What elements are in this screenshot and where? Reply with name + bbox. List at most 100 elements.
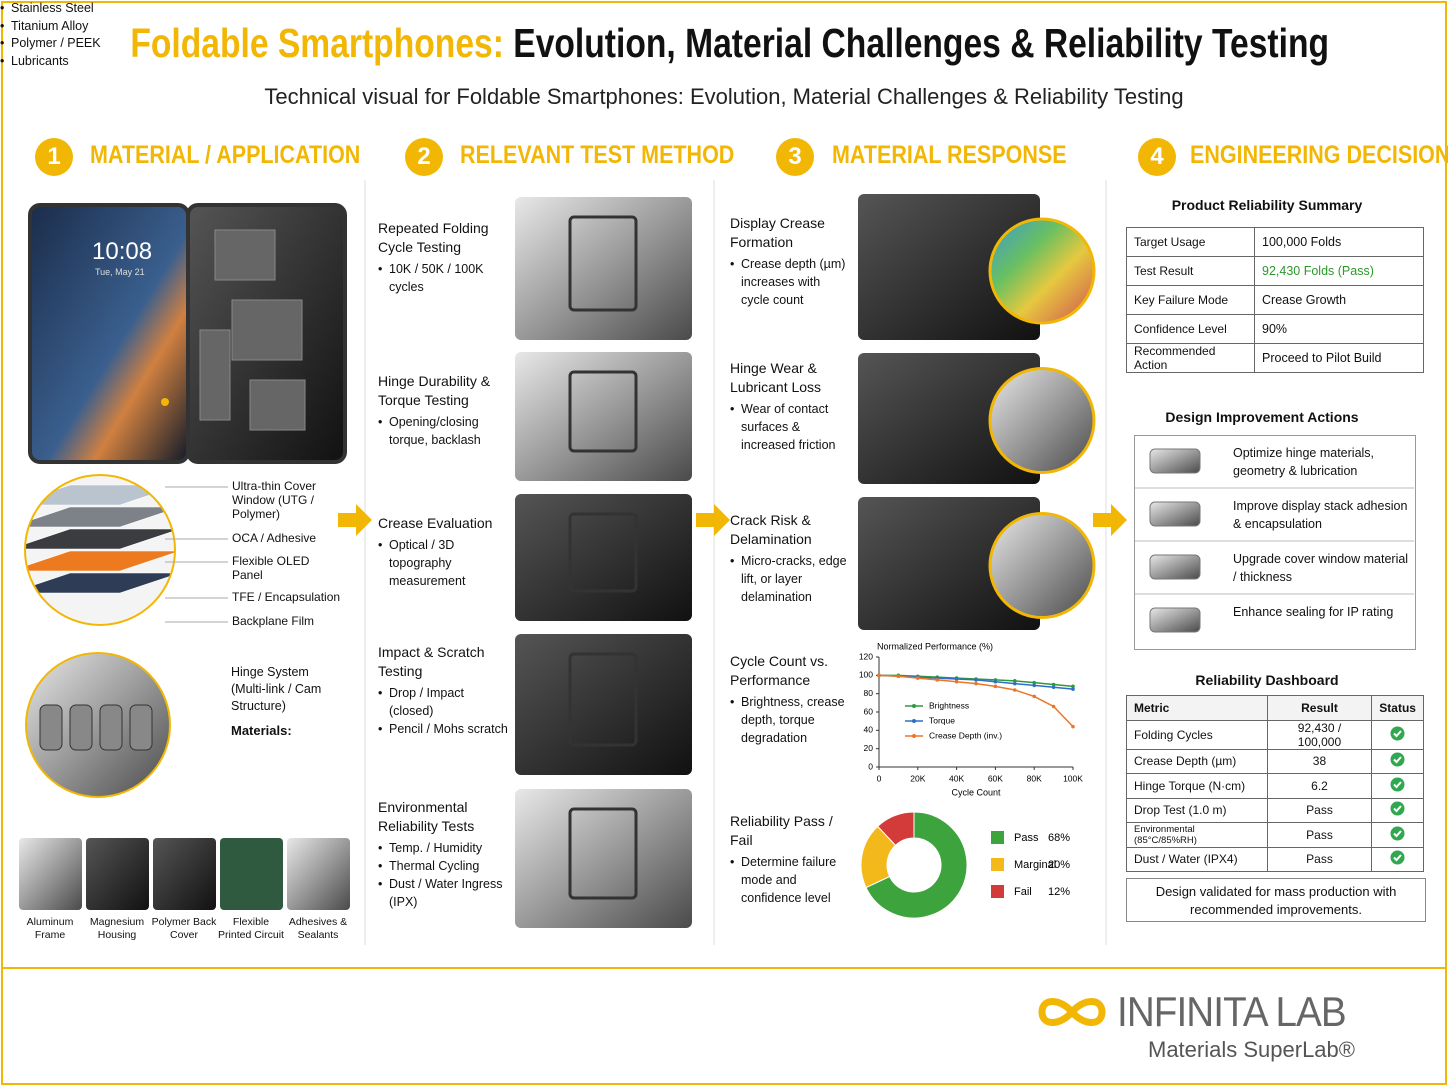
- summary-cell: Test Result: [1126, 256, 1255, 286]
- legend-swatch: [991, 831, 1004, 844]
- point: [1032, 694, 1036, 699]
- dashboard-title: Reliability Dashboard: [1195, 672, 1339, 688]
- summary-row: Test Result 92,430 Folds (Pass): [1126, 256, 1424, 286]
- point: [896, 674, 901, 679]
- action-text: Improve display stack adhesion & encapsu…: [1233, 499, 1408, 531]
- text-block: Crease Evaluation Optical / 3D topography…: [378, 514, 508, 590]
- bullet-list: Determine failure mode and confidence le…: [730, 853, 848, 907]
- test-image: [515, 197, 692, 340]
- point: [1013, 688, 1017, 692]
- materials-heading: Materials:: [231, 723, 292, 738]
- step-number: 2: [405, 138, 443, 176]
- status-cell: [1371, 822, 1424, 848]
- dashboard-row: Folding Cycles 92,430 / 100,000: [1126, 719, 1424, 750]
- hinge-gear: [129, 704, 153, 751]
- dashboard-header: Metric Result Status: [1126, 695, 1424, 721]
- summary-table: Target Usage 100,000 Folds Test Result 92,4…: [1126, 227, 1424, 373]
- action-text: Upgrade cover window material / thicknes…: [1233, 552, 1409, 584]
- text-block: Impact & Scratch Testing Drop / Impact (c…: [378, 643, 508, 738]
- material-item: Titanium Alloy: [0, 18, 1448, 36]
- layer: [25, 572, 175, 594]
- dashboard-row: Environmental (85°C/85%RH) Pass: [1126, 822, 1424, 848]
- test-fixture: [568, 512, 638, 593]
- hinge-gear: [99, 704, 123, 751]
- bullet-list: Temp. / HumidityThermal CyclingDust / Wa…: [378, 839, 508, 911]
- legend-dot: [912, 734, 916, 738]
- summary-cell: Key Failure Mode: [1126, 285, 1255, 315]
- hinge-gear: [39, 704, 63, 751]
- component-image: [153, 838, 216, 910]
- legend-label: Crease Depth (inv.): [929, 730, 1002, 740]
- y-tick-label: 60: [864, 706, 874, 716]
- text-block: Crack Risk & Delamination Micro-cracks, e…: [730, 511, 848, 606]
- dashboard-cell: 6.2: [1266, 773, 1373, 799]
- text-block: Display Crease Formation Crease depth (µm…: [730, 214, 848, 309]
- x-axis-label: Cycle Count: [951, 787, 1001, 797]
- dashboard-cell: Pass: [1266, 846, 1373, 872]
- point: [1071, 684, 1075, 689]
- legend-swatch: [991, 858, 1004, 871]
- x-tick-label: 0: [877, 773, 882, 783]
- status-cell: [1371, 719, 1424, 750]
- check-icon: [1390, 777, 1405, 792]
- text-block: Environmental Reliability Tests Temp. / H…: [378, 798, 508, 911]
- layer-label: Flexible OLED Panel: [232, 554, 310, 582]
- test-image: [515, 789, 692, 928]
- test-fixture: [568, 807, 638, 900]
- legend-label: Marginal: [1014, 859, 1056, 871]
- phone-time: 10:08: [92, 238, 153, 265]
- zoom-ring: [988, 217, 1096, 325]
- x-tick-label: 20K: [910, 773, 925, 783]
- bullet-list: Opening/closing torque, backlash: [378, 413, 508, 449]
- bullet-list: Optical / 3D topography measurement: [378, 536, 508, 590]
- y-tick-label: 120: [859, 651, 873, 661]
- y-tick-label: 40: [864, 725, 874, 735]
- status-cell: [1371, 797, 1424, 823]
- phone-part: [231, 299, 303, 361]
- dashboard-header-cell: Status: [1371, 695, 1424, 721]
- response-image: [858, 194, 1040, 340]
- test-image: [515, 494, 692, 621]
- point: [993, 679, 998, 684]
- block-title: Hinge Wear & Lubricant Loss: [730, 360, 822, 395]
- point: [1051, 704, 1056, 709]
- logo-tagline: Materials SuperLab®: [1148, 1037, 1355, 1062]
- legend-label: Brightness: [929, 700, 969, 710]
- dashboard-table: Metric Result Status Folding Cycles 92,430 /…: [1126, 695, 1424, 872]
- action-icon: [1149, 607, 1201, 633]
- summary-cell: Crease Growth: [1254, 285, 1424, 315]
- text-block: Cycle Count vs. Performance Brightness, c…: [730, 652, 848, 747]
- pie-slice: [877, 811, 915, 847]
- action-icon: [1149, 501, 1201, 527]
- y-tick-label: 100: [859, 670, 873, 680]
- bullet-list: Crease depth (µm) increases with cycle c…: [730, 255, 848, 309]
- text-block: Hinge Durability & Torque Testing Opening…: [378, 372, 508, 449]
- point: [1032, 680, 1036, 685]
- text-block: Reliability Pass / Fail Determine failure…: [730, 812, 848, 907]
- block-title: Reliability Pass / Fail: [730, 813, 833, 848]
- dashboard-row: Dust / Water (IPX4) Pass: [1126, 846, 1424, 872]
- check-icon: [1390, 726, 1405, 740]
- chart-title: Normalized Performance (%): [877, 641, 993, 651]
- point: [974, 681, 978, 686]
- layer-stack: [25, 475, 175, 625]
- check-icon: [1390, 826, 1405, 841]
- point: [1071, 724, 1075, 729]
- dashboard-row: Crease Depth (µm) 38: [1126, 748, 1424, 774]
- material-item: Polymer / PEEK: [0, 35, 1448, 53]
- bullet: Temp. / Humidity: [378, 839, 508, 857]
- block-title: Environmental Reliability Tests: [378, 799, 475, 834]
- subtitle: Technical visual for Foldable Smartphone…: [264, 84, 1184, 109]
- dashboard-cell: 38: [1266, 748, 1373, 774]
- dashboard-cell: Folding Cycles: [1126, 719, 1268, 750]
- component-image: [287, 838, 350, 910]
- phone-date: Tue, May 21: [95, 267, 145, 277]
- block-title: Impact & Scratch Testing: [378, 644, 485, 679]
- status-cell: [1371, 846, 1424, 872]
- component-label: Flexible Printed Circuit: [218, 916, 284, 941]
- bullet: Drop / Impact (closed): [378, 684, 508, 720]
- logo-mark: [1038, 998, 1106, 1026]
- block-title: Display Crease Formation: [730, 215, 825, 250]
